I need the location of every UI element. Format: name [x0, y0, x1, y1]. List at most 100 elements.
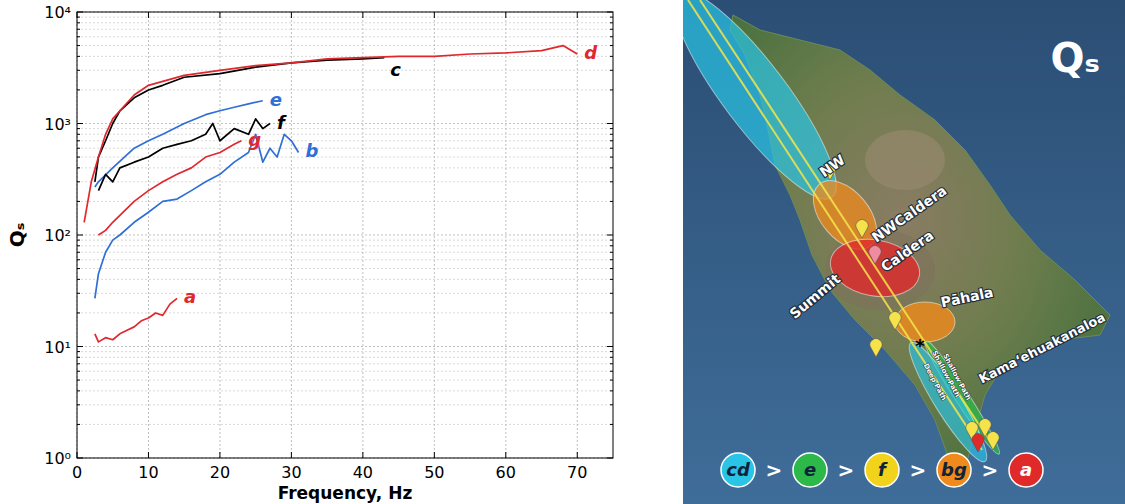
tick [77, 452, 78, 458]
rank-label: bg [941, 459, 967, 480]
minor-tick [77, 424, 80, 425]
x-tick-label: 10 [138, 463, 158, 482]
place-label: Summit [786, 270, 843, 321]
series-line [98, 119, 270, 191]
minor-tick [610, 181, 613, 182]
map [683, 0, 1125, 504]
minor-grid-line [77, 201, 613, 202]
minor-tick [610, 390, 613, 391]
tick [291, 12, 292, 18]
minor-tick [77, 56, 80, 57]
tick [607, 458, 613, 459]
minor-tick [77, 351, 80, 352]
minor-tick [610, 293, 613, 294]
rank-circle [937, 453, 971, 487]
minor-tick [610, 56, 613, 57]
path-line [700, 0, 993, 446]
minor-grid-line [77, 56, 613, 57]
minor-tick [77, 148, 80, 149]
tick [362, 452, 363, 458]
plot-frame [77, 12, 613, 458]
tick [577, 12, 578, 18]
x-tick-label: 30 [281, 463, 301, 482]
pin [987, 432, 999, 450]
minor-tick [77, 157, 80, 158]
rank-separator: > [982, 458, 999, 482]
minor-tick [610, 140, 613, 141]
series-group [84, 46, 577, 342]
series-label: f [277, 112, 287, 133]
grid-line [291, 12, 292, 458]
minor-grid-line [77, 148, 613, 149]
series-line [95, 58, 384, 182]
tick [291, 452, 292, 458]
tick [607, 346, 613, 347]
minor-tick [77, 201, 80, 202]
series-line [98, 141, 241, 235]
tick [607, 123, 613, 124]
place-label: Caldera [878, 227, 937, 275]
series-label: b [306, 140, 319, 161]
rank-label: e [804, 459, 816, 480]
pin [972, 434, 984, 452]
tick [219, 452, 220, 458]
plot-area [77, 12, 613, 458]
minor-tick [610, 252, 613, 253]
minor-tick [610, 157, 613, 158]
x-tick-label: 40 [353, 463, 373, 482]
minor-tick [77, 22, 80, 23]
series-label: g [248, 129, 261, 150]
minor-tick [77, 252, 80, 253]
minor-tick [610, 201, 613, 202]
place-label: Pāhala [939, 284, 995, 311]
minor-grid-line [77, 134, 613, 135]
rank-circle [1009, 453, 1043, 487]
y-tick-label: 10³ [44, 115, 71, 134]
minor-grid-line [77, 404, 613, 405]
tick [362, 12, 363, 18]
minor-tick [610, 371, 613, 372]
minor-tick [610, 245, 613, 246]
minor-tick [610, 128, 613, 129]
minor-tick [610, 424, 613, 425]
minor-tick [610, 357, 613, 358]
x-tick-label: 60 [496, 463, 516, 482]
rank-circle [865, 453, 899, 487]
y-tick-label: 10⁴ [44, 3, 71, 22]
place-label: NWCaldera [869, 182, 950, 245]
minor-tick [77, 240, 80, 241]
minor-tick [77, 29, 80, 30]
grid-line [77, 346, 613, 347]
minor-tick [77, 181, 80, 182]
minor-tick [610, 17, 613, 18]
minor-grid-line [77, 293, 613, 294]
place-label: NW [816, 152, 847, 181]
minor-tick [77, 293, 80, 294]
tick [77, 123, 83, 124]
minor-grid-line [77, 70, 613, 71]
series-line [95, 298, 177, 341]
minor-tick [610, 70, 613, 71]
rank-label: cd [726, 459, 751, 480]
minor-tick [610, 134, 613, 135]
x-axis-title: Frequency, Hz [278, 483, 413, 503]
series-labels: abcdefg [184, 42, 598, 307]
minor-tick [77, 404, 80, 405]
minor-grid-line [77, 357, 613, 358]
minor-tick [77, 268, 80, 269]
place-label: Deep Path [922, 362, 948, 402]
minor-tick [77, 357, 80, 358]
minor-tick [610, 148, 613, 149]
ocean [683, 0, 1125, 504]
minor-tick [77, 140, 80, 141]
tick [77, 458, 83, 459]
minor-tick [610, 312, 613, 313]
minor-tick [77, 89, 80, 90]
pin [870, 339, 882, 357]
minor-grid-line [77, 245, 613, 246]
minor-tick [610, 240, 613, 241]
pin [856, 220, 868, 238]
minor-grid-line [77, 371, 613, 372]
map-title: Qₛ [1050, 35, 1099, 81]
grid-line [148, 12, 149, 458]
